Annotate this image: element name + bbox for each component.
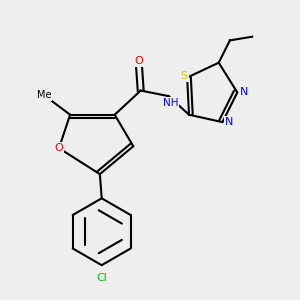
Text: NH: NH [163,98,178,108]
Text: S: S [181,71,188,81]
Text: O: O [134,56,143,66]
Text: Cl: Cl [96,273,107,283]
Text: N: N [225,117,233,127]
Text: O: O [55,143,63,153]
Text: Me: Me [37,90,51,100]
Text: N: N [240,87,248,98]
